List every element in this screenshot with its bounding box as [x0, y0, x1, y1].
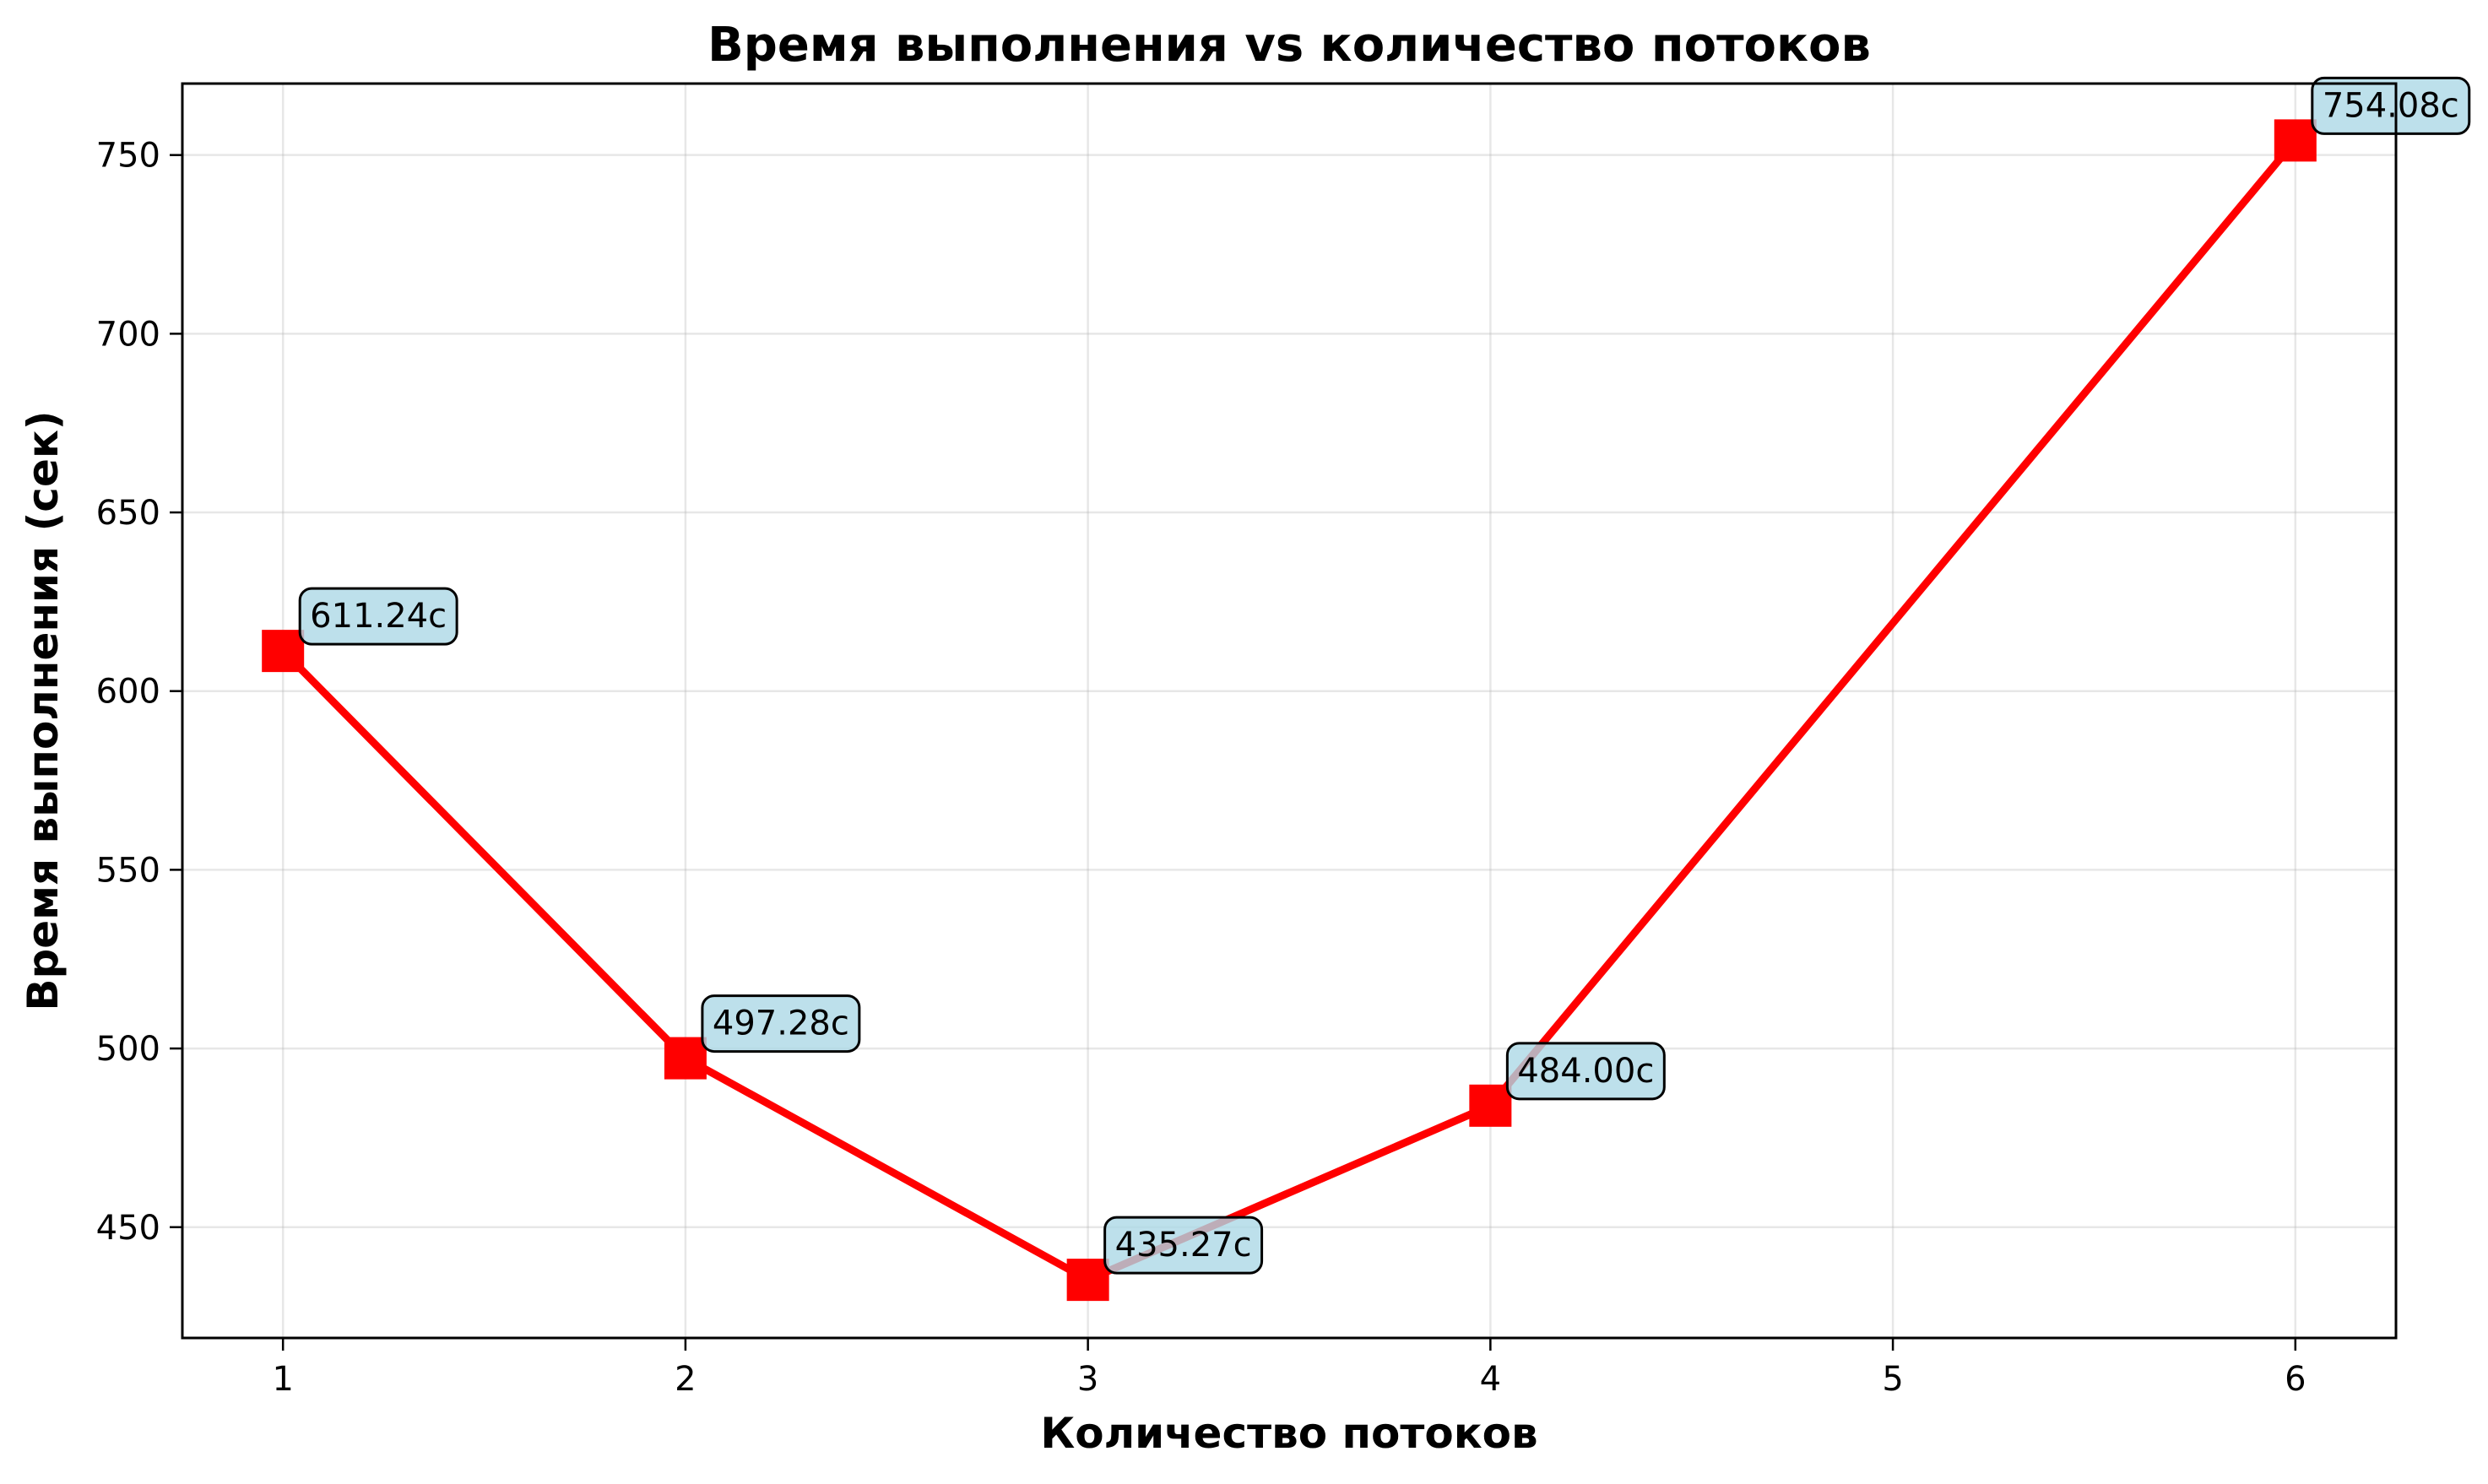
x-tick-label: 3 [1077, 1360, 1098, 1399]
y-tick-label: 600 [96, 673, 160, 712]
data-label-box [298, 587, 458, 646]
y-tick-label: 650 [96, 494, 160, 533]
data-label-box [701, 994, 861, 1053]
ticks-group: 1 2 3 4 5 6 450 500 550 600 650 700 750 [96, 137, 2306, 1399]
x-tick-label: 5 [1882, 1360, 1903, 1399]
y-tick-label: 500 [96, 1030, 160, 1069]
plot-frame [181, 82, 2398, 1340]
y-tick-label: 750 [96, 137, 160, 176]
data-point-marker [2274, 119, 2317, 162]
data-point-marker [1066, 1259, 1109, 1302]
data-label: 497.28с [701, 994, 861, 1053]
data-label-box [1103, 1216, 1264, 1275]
data-point-marker [664, 1037, 707, 1080]
data-point-marker [262, 630, 305, 673]
data-labels-group: 611.24с 497.28с 435.27с 484.00с 754.08с [298, 76, 2471, 1275]
y-tick-label: 550 [96, 851, 160, 890]
data-label-text: 435.27с [1115, 1226, 1252, 1265]
y-tick-label: 700 [96, 315, 160, 354]
data-label: 611.24с [298, 587, 458, 646]
data-label-box [1505, 1042, 1666, 1101]
y-tick-label: 450 [96, 1209, 160, 1248]
data-label-text: 754.08с [2323, 86, 2459, 125]
series-group [262, 119, 2317, 1302]
data-label-text: 497.28с [713, 1005, 849, 1043]
data-label: 484.00с [1505, 1042, 1666, 1101]
data-label: 754.08с [2311, 76, 2471, 135]
x-tick-label: 1 [272, 1360, 293, 1399]
grid [182, 84, 2396, 1338]
chart-title: Время выполнения vs количество потоков [707, 18, 1871, 73]
data-label-text: 484.00с [1517, 1052, 1654, 1091]
data-label-text: 611.24с [310, 597, 447, 636]
x-tick-label: 2 [675, 1360, 696, 1399]
data-point-marker [1469, 1084, 1512, 1127]
data-label-box [2311, 76, 2471, 135]
y-axis-label: Время выполнения (сек) [19, 410, 68, 1010]
x-tick-label: 6 [2285, 1360, 2306, 1399]
x-tick-label: 4 [1480, 1360, 1501, 1399]
data-label: 435.27с [1103, 1216, 1264, 1275]
x-axis-label: Количество потоков [1040, 1409, 1537, 1458]
